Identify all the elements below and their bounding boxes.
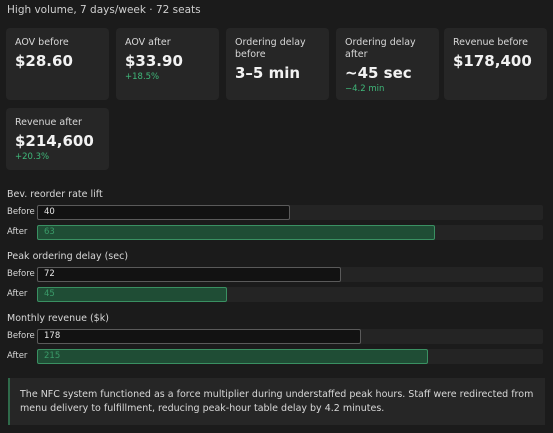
stat-value: 3–5 min xyxy=(235,64,301,82)
group-title: Monthly revenue ($k) xyxy=(7,313,109,324)
stat-card: AOV after $33.90 +18.5% xyxy=(116,28,219,100)
row-label: After xyxy=(7,289,28,299)
stat-value: $28.60 xyxy=(15,52,73,70)
note: The NFC system functioned as a force mul… xyxy=(8,378,545,425)
bar-track: 178 xyxy=(37,329,543,344)
stat-label: Ordering delay after xyxy=(345,37,416,60)
bar-track: 63 xyxy=(37,225,543,240)
group-title: Bev. reorder rate lift xyxy=(7,189,103,200)
bar-value: 63 xyxy=(44,227,55,237)
row-label: After xyxy=(7,227,28,237)
bar xyxy=(37,267,341,282)
row-label: After xyxy=(7,351,28,361)
stat-label: Ordering delay before xyxy=(235,37,306,60)
bar-value: 72 xyxy=(44,269,55,279)
header: High volume, 7 days/week · 72 seats xyxy=(7,4,201,16)
bar-track: 72 xyxy=(37,267,543,282)
stat-label: Revenue after xyxy=(15,117,82,128)
group-title: Peak ordering delay (sec) xyxy=(7,251,129,262)
bar xyxy=(37,205,290,220)
stat-label: Revenue before xyxy=(453,37,528,48)
bar-value: 45 xyxy=(44,289,55,299)
bar-value: 40 xyxy=(44,207,55,217)
bar-track: 215 xyxy=(37,349,543,364)
bar-value: 215 xyxy=(44,351,61,361)
bar xyxy=(37,225,436,240)
bar-value: 178 xyxy=(44,331,61,341)
bar-track: 45 xyxy=(37,287,543,302)
stat-label: AOV before xyxy=(15,37,69,48)
bar xyxy=(37,287,227,302)
stat-card: Ordering delay before 3–5 min xyxy=(226,28,329,100)
stat-value: ~45 sec xyxy=(345,64,412,82)
stat-card: AOV before $28.60 xyxy=(6,28,109,100)
row-label: Before xyxy=(7,331,35,341)
bar-track: 40 xyxy=(37,205,543,220)
stat-delta: −4.2 min xyxy=(345,84,385,94)
row-label: Before xyxy=(7,207,35,217)
bar xyxy=(37,349,429,364)
stat-delta: +20.3% xyxy=(15,152,50,162)
stat-label: AOV after xyxy=(125,37,171,48)
stat-value: $178,400 xyxy=(453,52,532,70)
stat-card: Revenue before $178,400 xyxy=(444,28,547,100)
stat-value: $214,600 xyxy=(15,132,94,150)
stat-card: Revenue after $214,600 +20.3% xyxy=(6,108,109,170)
bar xyxy=(37,329,361,344)
stat-value: $33.90 xyxy=(125,52,183,70)
stat-delta: +18.5% xyxy=(125,72,160,82)
stat-card: Ordering delay after ~45 sec −4.2 min xyxy=(336,28,439,100)
row-label: Before xyxy=(7,269,35,279)
